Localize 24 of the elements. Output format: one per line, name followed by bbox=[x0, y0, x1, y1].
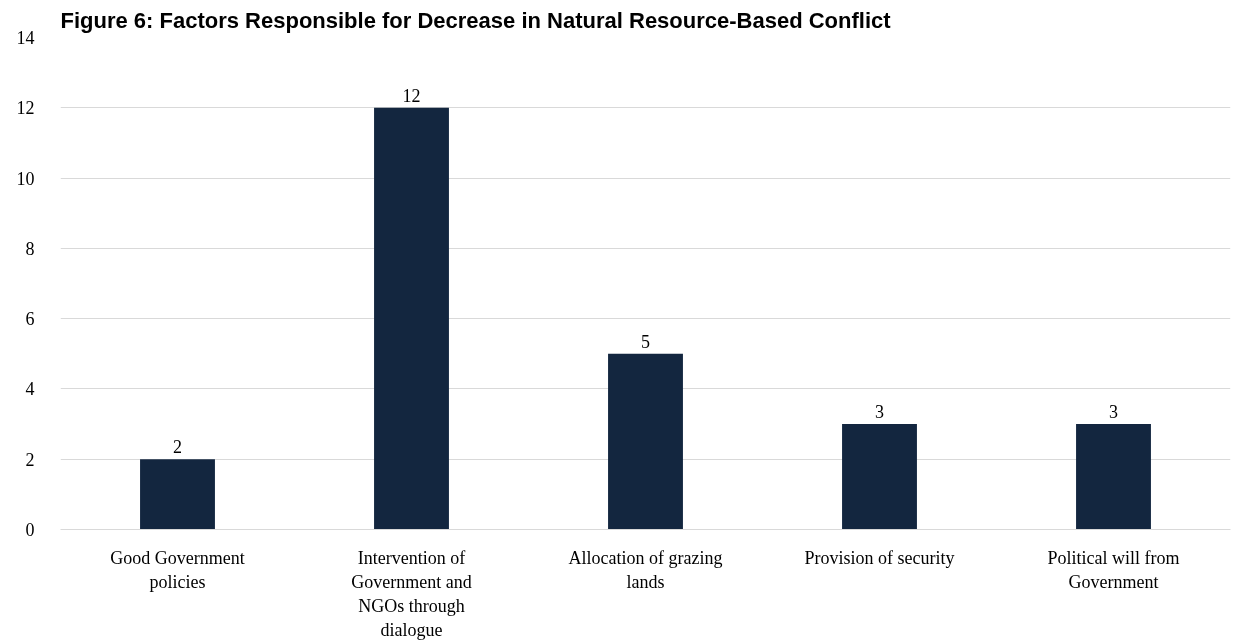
data-label: 5 bbox=[641, 331, 650, 352]
data-label: 3 bbox=[1109, 402, 1118, 423]
bar bbox=[374, 107, 449, 530]
y-tick-label: 10 bbox=[16, 168, 35, 189]
x-tick-label: Good Government policies bbox=[110, 547, 245, 592]
data-label: 12 bbox=[402, 85, 421, 106]
bar bbox=[608, 353, 683, 530]
y-tick-label: 0 bbox=[25, 520, 35, 540]
x-tick-label: Intervention of Government and NGOs through dialogue bbox=[351, 547, 472, 640]
x-tick-label: Provision of security bbox=[804, 547, 955, 568]
chart-title: Figure 6: Factors Responsible for Decrease in Natural Resource-Based Conflict bbox=[60, 7, 892, 33]
y-tick-label: 2 bbox=[25, 449, 35, 470]
bar bbox=[842, 424, 917, 530]
x-tick-label: Political will from Government bbox=[1047, 547, 1180, 592]
bar bbox=[1076, 424, 1151, 530]
y-tick-label: 8 bbox=[25, 238, 35, 259]
y-tick-label: 6 bbox=[25, 309, 35, 330]
data-label: 2 bbox=[173, 437, 182, 458]
x-tick-label: Allocation of grazing lands bbox=[568, 547, 723, 592]
data-label: 3 bbox=[875, 402, 884, 423]
bar bbox=[140, 459, 215, 530]
y-tick-label: 4 bbox=[25, 379, 35, 400]
y-tick-label: 12 bbox=[16, 98, 35, 119]
y-tick-label: 14 bbox=[16, 28, 35, 48]
